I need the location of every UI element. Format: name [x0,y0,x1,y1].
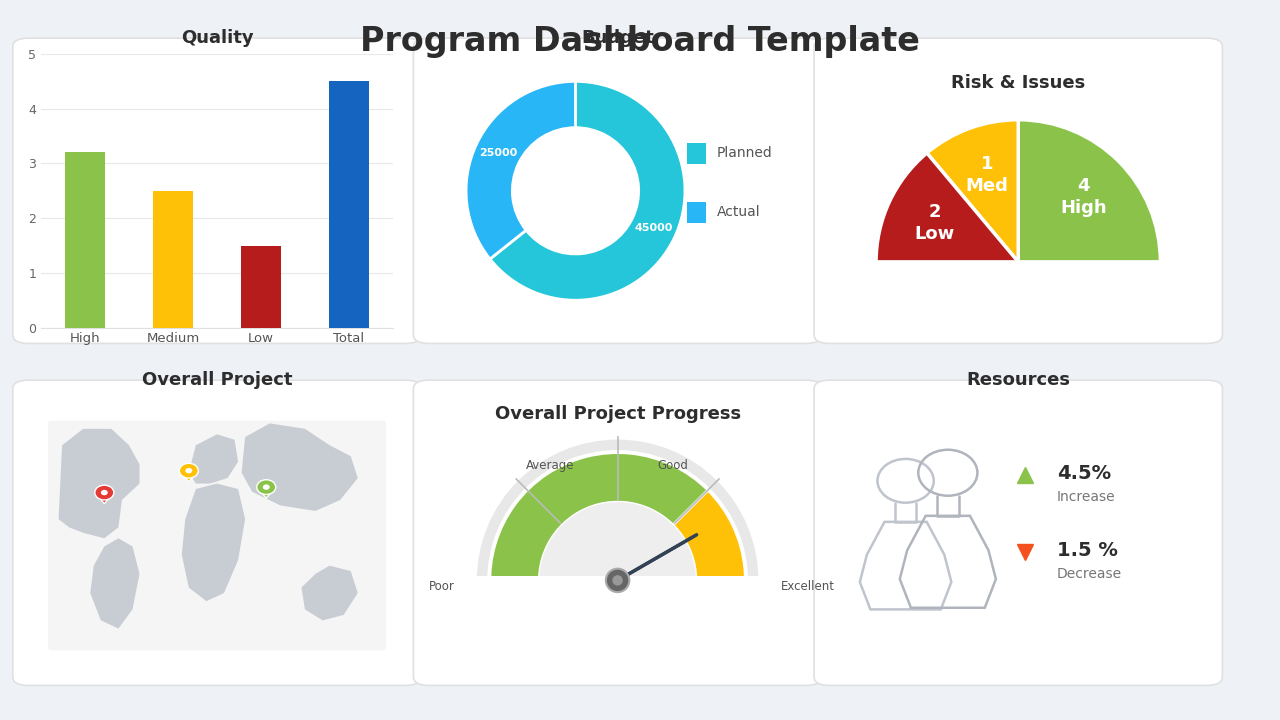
Text: Increase: Increase [1057,490,1116,504]
Polygon shape [242,423,357,511]
Text: 1.5 %: 1.5 % [1057,541,1117,560]
Text: Excellent: Excellent [781,580,835,593]
Bar [154,191,193,328]
FancyBboxPatch shape [687,202,707,223]
Text: Decrease: Decrease [1057,567,1123,581]
Wedge shape [490,453,745,708]
Polygon shape [59,429,140,539]
Circle shape [262,485,270,490]
Circle shape [612,575,623,585]
Wedge shape [490,453,745,708]
Text: Poor: Poor [429,580,454,593]
Circle shape [512,127,639,254]
Wedge shape [539,502,696,580]
Text: Average: Average [526,459,573,472]
Circle shape [257,480,275,495]
Polygon shape [182,484,244,601]
Title: Resources: Resources [966,371,1070,389]
Polygon shape [99,496,110,504]
Title: Quality: Quality [180,29,253,47]
Polygon shape [260,491,273,498]
Wedge shape [490,81,685,300]
FancyBboxPatch shape [49,420,385,650]
Wedge shape [477,440,759,580]
Wedge shape [1019,120,1161,262]
Text: Program Dashboard Template: Program Dashboard Template [360,25,920,58]
Bar [65,153,105,328]
Title: Overall Project: Overall Project [142,371,292,389]
Wedge shape [466,81,576,259]
FancyBboxPatch shape [687,143,707,164]
Text: 4.5%: 4.5% [1057,464,1111,483]
Circle shape [95,485,114,500]
Text: 25000: 25000 [479,148,517,158]
Circle shape [605,569,630,592]
Wedge shape [490,453,745,708]
Polygon shape [189,434,238,484]
Text: Actual: Actual [717,205,760,219]
Bar [241,246,280,328]
Title: Budget: Budget [581,29,654,47]
Text: Good: Good [657,459,687,472]
Wedge shape [490,453,745,708]
Circle shape [101,490,108,495]
Polygon shape [90,539,140,629]
Wedge shape [876,153,1019,262]
Text: 45000: 45000 [634,223,672,233]
Polygon shape [183,474,195,482]
Polygon shape [301,566,357,621]
Title: Overall Project Progress: Overall Project Progress [494,405,741,423]
Text: 4
High: 4 High [1060,176,1107,217]
Title: Risk & Issues: Risk & Issues [951,74,1085,92]
Circle shape [186,468,192,474]
Circle shape [179,463,198,478]
Text: 2
Low: 2 Low [915,203,955,243]
Wedge shape [927,120,1019,262]
Text: Planned: Planned [717,146,772,160]
Text: 1
Med: 1 Med [965,156,1009,195]
Bar [329,81,369,328]
FancyBboxPatch shape [474,577,762,635]
